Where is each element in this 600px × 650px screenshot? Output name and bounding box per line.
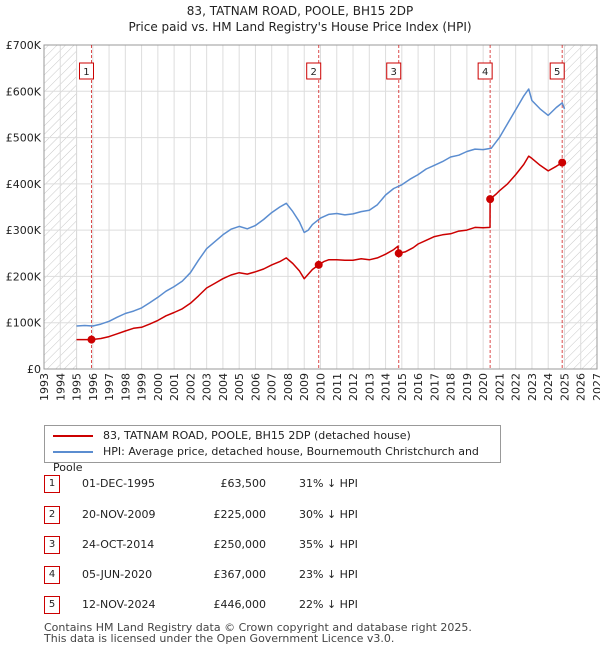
transaction-hpi: 35% ↓ HPI [299,538,358,551]
x-tick-label: 2014 [380,373,393,401]
transaction-hpi: 31% ↓ HPI [299,477,358,490]
x-tick-label: 2010 [315,373,328,401]
chart-legend: 83, TATNAM ROAD, POOLE, BH15 2DP (detach… [44,425,501,474]
transaction-price: £250,000 [213,538,267,551]
transaction-label: 4 [482,67,488,78]
x-tick-label: 2027 [591,373,600,401]
transaction-label-box [306,62,322,80]
legend-item-property: 83, TATNAM ROAD, POOLE, BH15 2DP (detach… [53,428,411,444]
transaction-date: 20-NOV-2009 [82,508,156,521]
price-chart: £0 £100K £200K £300K £400K £500K £600K £700K 199… [6,39,600,401]
x-tick-label: 2013 [363,373,376,401]
x-tick-label: 1999 [136,373,149,401]
transaction-number: 5 [44,596,60,614]
legend-label-property: 83, TATNAM ROAD, POOLE, BH15 2DP (detach… [103,429,411,442]
x-tick-label: 1997 [103,373,116,401]
legend-swatch-property [53,435,93,437]
x-tick-label: 2004 [217,373,230,401]
transaction-price: £225,000 [213,508,267,521]
x-tick-label: 2005 [233,373,246,401]
x-tick-label: 2006 [249,373,262,401]
transaction-label: 1 [83,67,89,78]
transaction-price: £446,000 [213,598,267,611]
y-tick-label: £400K [6,178,42,191]
transaction-date: 12-NOV-2024 [82,598,156,611]
legend-label-hpi: HPI: Average price, detached house, Bour… [53,445,479,474]
transaction-point [314,260,323,269]
transaction-hpi: 30% ↓ HPI [299,508,358,521]
x-tick-label: 2008 [282,373,295,401]
transaction-number: 4 [44,566,60,584]
transaction-hpi: 23% ↓ HPI [299,568,358,581]
y-tick-label: £100K [6,317,42,330]
y-tick-label: £600K [6,85,42,98]
x-tick-label: 2021 [493,373,506,401]
transaction-label-box [477,62,493,80]
y-tick-label: £200K [6,270,42,283]
transaction-label: 5 [554,67,560,78]
x-tick-label: 1995 [71,373,84,401]
x-tick-label: 1996 [87,373,100,401]
licence-line: This data is licensed under the Open Gov… [44,632,395,645]
chart-title: 83, TATNAM ROAD, POOLE, BH15 2DP [186,4,414,18]
x-tick-label: 2024 [542,373,555,401]
x-tick-label: 2011 [331,373,344,401]
transaction-point [87,335,96,344]
legend-swatch-hpi [53,451,93,453]
chart-subtitle: Price paid vs. HM Land Registry's House … [128,20,472,34]
transaction-number: 1 [44,475,60,493]
x-tick-label: 2025 [558,373,571,401]
legend-item-hpi: HPI: Average price, detached house, Bour… [53,444,500,474]
transaction-date: 24-OCT-2014 [82,538,155,551]
transaction-point [558,158,567,167]
transaction-point [394,249,403,258]
y-tick-label: £500K [6,132,42,145]
x-tick-label: 2023 [526,373,539,401]
footer-note: Contains HM Land Registry data © Crown c… [44,622,472,644]
x-tick-label: 2016 [412,373,425,401]
x-tick-label: 2020 [477,373,490,401]
transaction-date: 05-JUN-2020 [82,568,153,581]
x-tick-label: 2000 [152,373,165,401]
transaction-price: £367,000 [213,568,267,581]
y-tick-label: £300K [6,224,42,237]
hpi-line [76,88,566,327]
x-tick-label: 2018 [445,373,458,401]
x-tick-label: 2003 [201,373,214,401]
transaction-number: 3 [44,536,60,554]
transaction-label: 3 [391,67,397,78]
y-tick-label: £0 [27,363,41,376]
transaction-number: 2 [44,506,60,524]
x-tick-label: 2017 [428,373,441,401]
x-tick-label: 2026 [575,373,588,401]
x-tick-label: 2002 [184,373,197,401]
transaction-date: 01-DEC-1995 [82,477,156,490]
y-tick-label: £700K [6,39,42,52]
x-tick-label: 2012 [347,373,360,401]
transaction-price: £63,500 [220,477,267,490]
plot-border [43,44,598,370]
x-tick-label: 2019 [461,373,474,401]
property-price-line [76,155,566,341]
x-tick-label: 2015 [396,373,409,401]
transaction-point [486,195,495,204]
transaction-label-box [386,62,402,80]
transaction-label-box [78,62,94,80]
transaction-label-box [549,62,565,80]
x-tick-label: 2001 [168,373,181,401]
x-tick-label: 2007 [266,373,279,401]
copyright-line: Contains HM Land Registry data © Crown c… [44,621,472,634]
x-tick-label: 1994 [54,373,67,401]
x-tick-label: 2009 [298,373,311,401]
x-tick-label: 1998 [119,373,132,401]
transaction-label: 2 [311,67,317,78]
x-tick-label: 2022 [510,373,523,401]
x-tick-label: 1993 [38,373,51,401]
transaction-hpi: 22% ↓ HPI [299,598,358,611]
